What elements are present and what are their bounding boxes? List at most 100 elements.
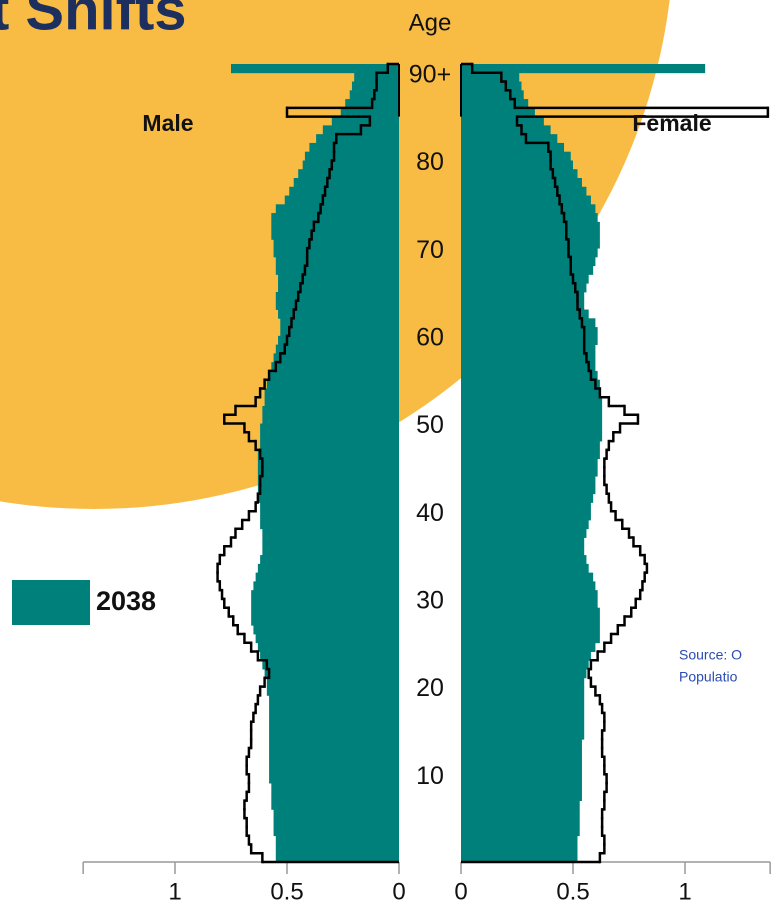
bar <box>276 257 399 266</box>
bar <box>278 274 399 283</box>
bar <box>461 774 582 783</box>
bar <box>262 529 399 538</box>
bar <box>461 722 584 731</box>
bar <box>461 546 584 555</box>
bar <box>274 809 399 818</box>
page-title: t Shifts <box>0 0 187 42</box>
bar <box>461 450 600 459</box>
bar <box>262 660 399 669</box>
bar <box>461 301 584 310</box>
bar <box>461 318 595 327</box>
bar <box>461 494 593 503</box>
bar <box>278 336 399 345</box>
bar <box>276 292 399 301</box>
bar <box>461 274 589 283</box>
bar <box>269 704 399 713</box>
bar <box>262 538 399 547</box>
x-tick-label: 0 <box>392 878 405 905</box>
bar <box>461 748 582 757</box>
bar <box>461 310 589 319</box>
bar <box>316 134 399 143</box>
bar <box>461 82 521 91</box>
bar <box>309 143 399 152</box>
bar <box>461 757 582 766</box>
bar <box>269 730 399 739</box>
bar <box>258 467 399 476</box>
bar <box>461 459 598 468</box>
bar <box>461 783 582 792</box>
bar <box>461 643 595 652</box>
y-tick-label: 30 <box>416 587 444 615</box>
panel-label: Female <box>632 110 711 136</box>
bar <box>461 564 589 573</box>
bar <box>251 616 399 625</box>
bar <box>285 196 399 205</box>
page: {"title": "t Shifts", "legend": {"label"… <box>0 0 771 912</box>
bar <box>461 739 582 748</box>
bar <box>461 160 573 169</box>
bar <box>461 292 584 301</box>
bar <box>265 397 399 406</box>
bar <box>260 555 399 564</box>
bar <box>258 459 399 468</box>
bar <box>461 222 600 231</box>
bar <box>461 239 600 248</box>
bar <box>260 424 399 433</box>
bar <box>461 196 591 205</box>
bar <box>461 125 551 134</box>
bar <box>461 678 584 687</box>
bar <box>251 590 399 599</box>
bar <box>260 652 399 661</box>
bar <box>274 818 399 827</box>
bar <box>461 704 584 713</box>
bar <box>461 362 595 371</box>
bar <box>276 204 399 213</box>
bar <box>274 239 399 248</box>
bar <box>461 371 598 380</box>
bar <box>276 345 399 354</box>
bar <box>461 792 582 801</box>
bar <box>461 809 580 818</box>
y-tick-label: 60 <box>416 323 444 351</box>
bar <box>461 485 595 494</box>
bar <box>278 283 399 292</box>
bar <box>271 362 399 371</box>
bar <box>267 380 399 389</box>
bar <box>256 573 399 582</box>
bar <box>461 713 584 722</box>
bar <box>461 608 600 617</box>
bar <box>271 783 399 792</box>
bar <box>461 599 598 608</box>
bar <box>260 441 399 450</box>
bar <box>269 722 399 731</box>
bar <box>461 502 591 511</box>
bar <box>461 766 582 775</box>
bar <box>461 555 586 564</box>
bar <box>461 818 580 827</box>
bar <box>461 424 602 433</box>
bar <box>271 801 399 810</box>
bar <box>280 318 399 327</box>
y-tick-label: 80 <box>416 148 444 176</box>
bar <box>267 678 399 687</box>
bar <box>280 327 399 336</box>
bar <box>258 564 399 573</box>
bar <box>461 327 598 336</box>
bar <box>461 625 600 634</box>
bar <box>461 117 544 126</box>
bar <box>269 695 399 704</box>
bar <box>461 529 586 538</box>
y-tick-label: 90+ <box>409 60 451 88</box>
bar <box>269 371 399 380</box>
bar <box>461 204 595 213</box>
bar <box>271 792 399 801</box>
bar <box>260 520 399 529</box>
bar <box>271 213 399 222</box>
bar <box>278 310 399 319</box>
bar <box>294 178 399 187</box>
y-tick-label: 70 <box>416 236 444 264</box>
x-tick-label: 0.5 <box>270 878 303 905</box>
bar <box>461 406 602 415</box>
bar <box>298 169 399 178</box>
bar <box>274 353 399 362</box>
